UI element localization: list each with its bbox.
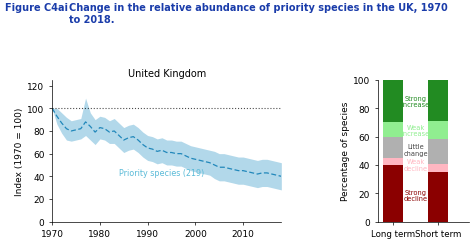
Bar (383, 165, 403, 222)
Text: Weak
increase: Weak increase (401, 124, 430, 137)
Text: Strong
decline: Strong decline (403, 189, 428, 202)
Text: Weak
decline: Weak decline (403, 159, 428, 171)
Y-axis label: Percentage of species: Percentage of species (341, 102, 350, 201)
Bar (383, 137, 403, 158)
Bar (428, 81, 448, 121)
Bar (383, 158, 403, 165)
Text: Figure C4ai: Figure C4ai (5, 3, 68, 13)
Bar (428, 164, 448, 172)
Text: Strong
increase: Strong increase (401, 95, 430, 108)
Title: United Kingdom: United Kingdom (128, 69, 206, 78)
Bar (428, 121, 448, 140)
Bar (428, 140, 448, 164)
Bar (383, 123, 403, 137)
Bar (383, 81, 403, 123)
Text: Little
change: Little change (403, 144, 428, 156)
Text: Priority species (219): Priority species (219) (119, 169, 204, 178)
Bar (428, 172, 448, 222)
Text: Change in the relative abundance of priority species in the UK, 1970
to 2018.: Change in the relative abundance of prio… (69, 3, 447, 25)
Y-axis label: Index (1970 = 100): Index (1970 = 100) (16, 107, 25, 195)
